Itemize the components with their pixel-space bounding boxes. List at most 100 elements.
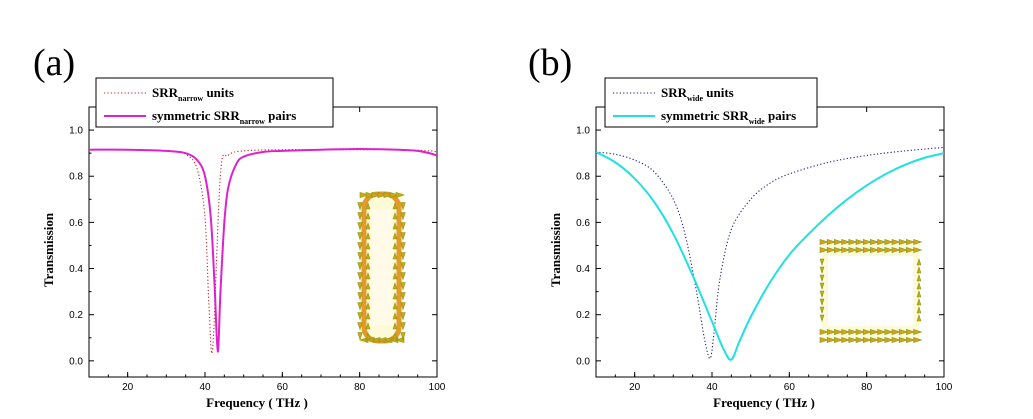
- current-arrow: [392, 322, 398, 330]
- current-arrow: [913, 239, 923, 245]
- current-arrow: [877, 239, 887, 245]
- current-arrow: [392, 262, 398, 270]
- current-arrow: [365, 202, 371, 210]
- x-axis-title: Frequency ( THz ): [713, 395, 815, 410]
- current-arrow: [862, 329, 873, 335]
- current-arrow: [916, 266, 922, 274]
- current-arrow: [862, 247, 873, 253]
- legend-box: [95, 77, 334, 128]
- current-arrow: [819, 298, 825, 306]
- x-tick-label: 20: [122, 382, 134, 393]
- current-arrow: [870, 239, 880, 245]
- current-arrow: [357, 302, 363, 311]
- legend-label: SRRnarrow units: [152, 85, 234, 103]
- legend-label-suffix: pairs: [265, 108, 296, 123]
- current-arrow: [392, 312, 398, 320]
- current-arrow: [877, 337, 887, 343]
- current-arrow: [357, 232, 363, 241]
- current-arrow: [392, 232, 398, 240]
- legend: SRRwide units symmetric SRRwide pairs: [604, 77, 818, 128]
- current-arrow: [383, 192, 393, 198]
- current-arrow: [357, 222, 363, 231]
- current-arrow: [400, 292, 406, 301]
- current-arrow: [357, 292, 363, 301]
- legend-label-suffix: units: [203, 85, 234, 100]
- legend-box: [604, 77, 818, 128]
- current-arrow: [891, 239, 901, 245]
- current-arrow: [371, 192, 381, 198]
- current-arrow: [392, 332, 398, 340]
- current-arrow: [891, 247, 901, 253]
- current-arrow: [365, 282, 371, 290]
- current-arrow: [855, 337, 865, 343]
- current-arrow: [841, 329, 851, 335]
- current-arrow: [357, 242, 363, 251]
- current-arrow: [841, 247, 851, 253]
- current-arrow: [400, 322, 406, 331]
- current-arrow: [826, 247, 837, 253]
- y-tick-label: 1.0: [69, 126, 83, 137]
- legend-label: SRRwide units: [661, 85, 734, 103]
- current-arrow: [400, 212, 406, 221]
- current-arrow: [870, 329, 880, 335]
- current-arrow: [834, 239, 844, 245]
- current-arrow: [870, 247, 880, 253]
- current-arrow: [365, 252, 371, 260]
- current-arrow: [855, 247, 865, 253]
- current-distribution-inset-b: [819, 239, 923, 343]
- current-arrow: [357, 312, 363, 321]
- inset-core: [828, 256, 913, 326]
- current-arrow: [365, 242, 371, 250]
- legend-label: symmetric SRRwide pairs: [661, 108, 796, 126]
- y-axis-title: Transmission: [548, 212, 563, 287]
- current-arrow: [400, 252, 406, 261]
- current-arrow: [906, 239, 916, 245]
- current-arrow: [913, 337, 923, 343]
- current-arrow: [392, 212, 398, 220]
- y-tick-label: 1.0: [576, 126, 590, 137]
- current-arrow: [392, 272, 398, 280]
- current-arrow: [357, 262, 363, 271]
- legend-label-base: symmetric SRR: [152, 108, 240, 123]
- current-arrow: [395, 337, 405, 343]
- chart-panel-b: (b) 20 40 60 80 100 0.0 0.2 0.4 0.6 0.8 1.0 Frequenc…: [528, 42, 953, 410]
- current-arrow: [400, 242, 406, 251]
- current-arrow: [400, 302, 406, 311]
- current-arrow: [884, 239, 894, 245]
- current-arrow: [862, 239, 873, 245]
- x-tick-label: 40: [199, 382, 211, 393]
- legend-label-subscript: wide: [687, 94, 703, 103]
- current-arrow: [400, 272, 406, 281]
- current-arrow: [392, 282, 398, 290]
- current-arrow: [916, 282, 922, 290]
- y-tick-label: 0.4: [69, 264, 83, 275]
- current-arrow: [392, 252, 398, 260]
- y-tick-label: 0.8: [576, 172, 590, 183]
- current-arrow: [898, 239, 909, 245]
- current-arrow: [848, 239, 858, 245]
- current-arrow: [819, 239, 829, 245]
- current-arrow: [392, 202, 398, 210]
- current-arrow: [365, 212, 371, 220]
- panel-label: (a): [33, 42, 75, 84]
- legend-label-suffix: units: [703, 85, 734, 100]
- current-arrow: [400, 282, 406, 291]
- current-arrow: [819, 274, 825, 282]
- y-tick-label: 0.6: [69, 218, 83, 229]
- current-distribution-inset-a: [357, 191, 406, 344]
- current-arrow: [877, 329, 887, 335]
- series-line-pairs: [89, 147, 437, 353]
- legend-label-subscript: wide: [749, 117, 765, 126]
- current-arrow: [819, 337, 829, 343]
- current-arrow: [826, 239, 837, 245]
- current-arrow: [916, 314, 922, 322]
- current-arrow: [819, 266, 825, 274]
- x-tick-label: 60: [277, 382, 289, 393]
- chart-panel-a: (a) 20 40 60 80 100 0.0 0.2 0.4 0.6 0.8 1.0 Frequenc…: [33, 42, 446, 410]
- current-arrow: [826, 337, 837, 343]
- current-arrow: [891, 329, 901, 335]
- y-tick-label: 0.8: [69, 172, 83, 183]
- y-axis-title: Transmission: [41, 212, 56, 287]
- current-arrow: [906, 337, 916, 343]
